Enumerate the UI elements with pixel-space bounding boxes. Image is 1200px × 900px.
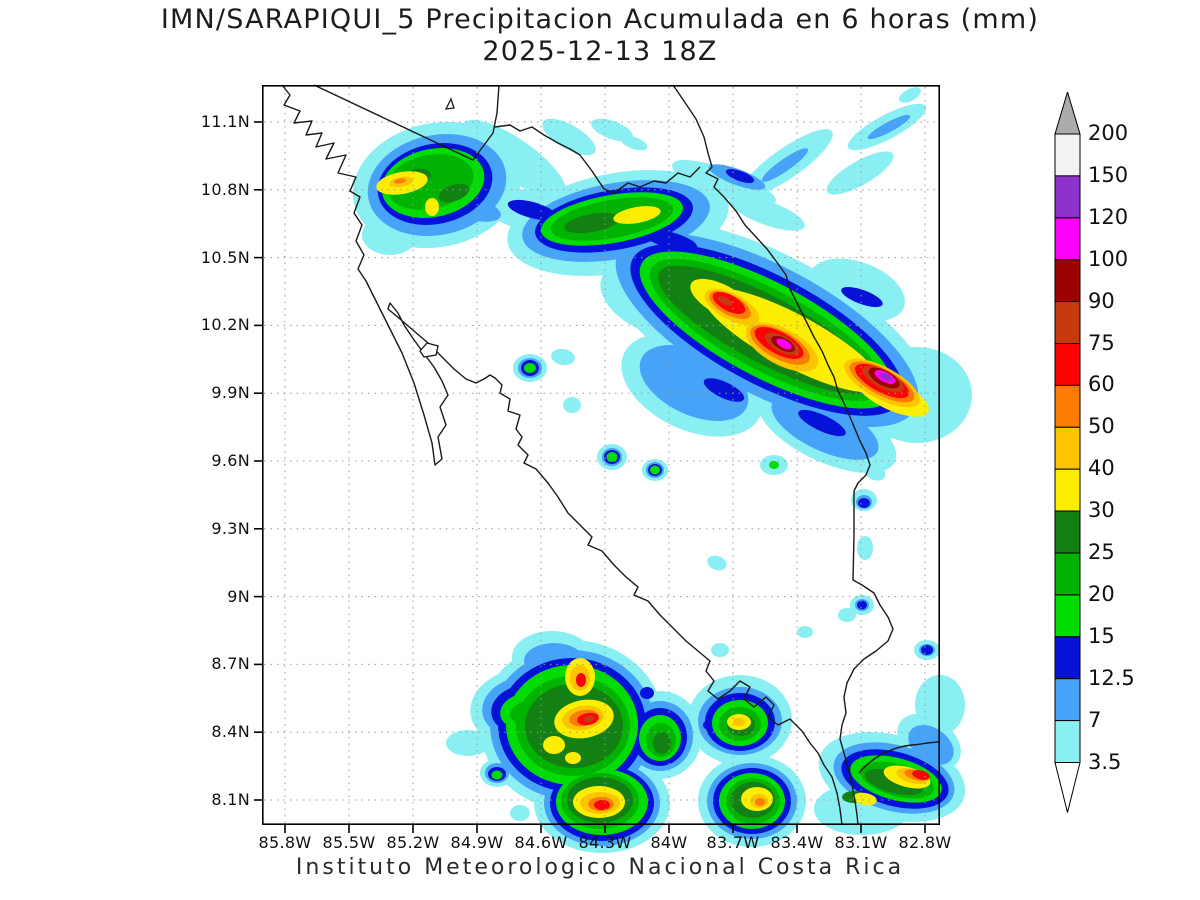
axis-tick-marks	[254, 121, 926, 833]
colorbar-label: 100	[1088, 246, 1129, 271]
colorbar-label: 12.5	[1088, 665, 1135, 690]
y-axis-tick-label: 8.1N	[211, 790, 250, 809]
x-axis-tick-label: 84.3W	[578, 833, 632, 852]
precipitation-map	[254, 84, 972, 853]
map-frame	[262, 85, 941, 826]
colorbar-cell-12_5	[1054, 636, 1081, 680]
colorbar-arrow-above-200	[1054, 90, 1081, 135]
y-axis-tick-label: 8.7N	[211, 654, 250, 674]
colorbar-label: 15	[1088, 623, 1115, 648]
colorbar-cell-40	[1054, 426, 1081, 470]
y-axis-tick-label: 11.1N	[200, 112, 250, 131]
page-subtitle-datetime: 2025-12-13 18Z	[482, 36, 718, 67]
colorbar-cell-100	[1054, 217, 1081, 261]
x-axis-tick-label: 84.9W	[450, 833, 504, 852]
y-axis-tick-label: 9.9N	[211, 383, 250, 403]
island-marker	[444, 97, 455, 110]
y-axis-tick-label: 10.5N	[200, 247, 250, 267]
x-axis-tick-label: 83.4W	[770, 833, 824, 852]
coastline-panama-pacific	[858, 741, 941, 774]
colorbar-cell-30	[1054, 468, 1081, 512]
colorbar-cell-7	[1054, 678, 1081, 722]
coastline-layer	[281, 84, 941, 826]
lake-arenal	[419, 342, 439, 358]
colorbar-cell-3_5	[1054, 720, 1081, 763]
colorbar-label: 200	[1088, 121, 1129, 145]
x-axis-tick-label: 85.5W	[322, 833, 376, 852]
colorbar-label: 40	[1088, 456, 1115, 481]
coastline-pacific	[281, 84, 843, 826]
y-axis-tick-label: 10.8N	[200, 179, 250, 199]
colorbar-bar	[1054, 90, 1081, 813]
colorbar-label: 75	[1088, 330, 1115, 355]
colorbar-label: 150	[1088, 162, 1129, 187]
x-axis-tick-label: 85.8W	[258, 833, 312, 852]
colorbar-label: 7	[1088, 707, 1102, 732]
footer-attribution: Instituto Meteorologico Nacional Costa R…	[295, 855, 905, 880]
colorbar-cell-20	[1054, 552, 1081, 596]
y-axis-tick-label: 9.3N	[211, 518, 250, 538]
colorbar-cell-50	[1054, 384, 1081, 428]
colorbar-label: 120	[1088, 204, 1129, 229]
coastline-caribbean	[672, 84, 894, 826]
colorbar-cell-120	[1054, 175, 1081, 219]
colorbar-label: 30	[1088, 498, 1115, 523]
border-nicaragua-lake	[313, 84, 500, 161]
x-axis-tick-label: 84W	[650, 833, 688, 852]
precip-contours-120mm	[880, 372, 892, 382]
colorbar-cell-25	[1054, 510, 1081, 554]
y-axis-tick-label: 9.6N	[211, 451, 250, 470]
colorbar-cell-75	[1054, 301, 1081, 345]
y-axis-tick-label: 8.4N	[211, 722, 250, 742]
x-axis-tick-label: 83.7W	[706, 833, 760, 852]
page-title: IMN/SARAPIQUI_5 Precipitacion Acumulada …	[160, 4, 1040, 35]
y-axis-tick-label: 10.2N	[200, 315, 250, 335]
y-axis-tick-label: 9N	[227, 586, 250, 606]
colorbar-cell-90	[1054, 259, 1081, 303]
x-axis-tick-label: 84.6W	[514, 833, 568, 852]
colorbar-label: 60	[1088, 372, 1115, 397]
border-nicaragua-east	[494, 124, 701, 194]
colorbar-label: 90	[1088, 288, 1115, 313]
colorbar-arrow-below-3.5	[1054, 762, 1081, 813]
colorbar-label: 50	[1088, 414, 1115, 439]
x-axis-tick-label: 83.1W	[834, 833, 888, 852]
colorbar-legend: 200 150 120 100 90 75 60 50 40 30 25 20 15 12.5 7 3.5	[1054, 90, 1194, 822]
map-panel: 85.8W 85.5W 85.2W 84.9W 84.6W 84.3W 84W 83.7W 83…	[201, 84, 972, 853]
colorbar-cell-60	[1054, 343, 1081, 386]
colorbar-cell-150	[1054, 133, 1081, 177]
colorbar-label: 25	[1088, 540, 1115, 564]
x-axis-tick-label: 85.2W	[386, 833, 440, 852]
colorbar-label: 20	[1088, 581, 1115, 606]
colorbar-cell-15	[1054, 594, 1081, 638]
colorbar-label: 3.5	[1088, 749, 1122, 774]
x-axis-tick-label: 82.8W	[898, 833, 952, 852]
